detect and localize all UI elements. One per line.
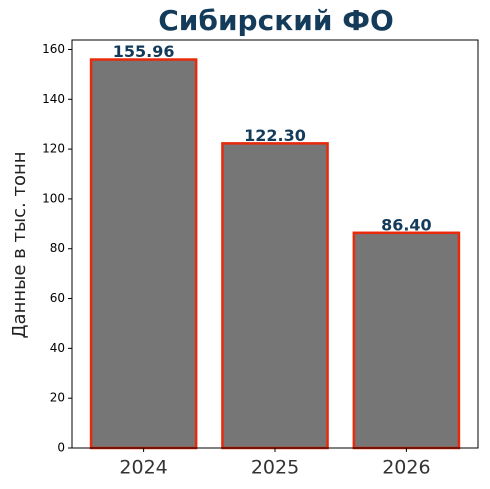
x-tick-label: 2025: [251, 457, 299, 479]
y-tick-label: 100: [42, 191, 65, 205]
x-tick-label: 2024: [119, 457, 167, 479]
y-tick-label: 20: [50, 391, 65, 405]
y-tick-label: 40: [50, 341, 65, 355]
y-tick-label: 120: [42, 142, 65, 156]
value-label: 155.96: [113, 42, 175, 61]
chart-title: Сибирский ФО: [158, 4, 394, 37]
y-tick-label: 80: [50, 241, 65, 255]
plot-frame: [71, 39, 479, 449]
y-tick-label: 60: [50, 291, 65, 305]
bar: [221, 142, 329, 450]
bar: [89, 58, 198, 450]
y-axis-label: Данные в тыс. тонн: [9, 151, 30, 338]
value-label: 122.30: [244, 126, 306, 145]
y-tick-label: 140: [42, 92, 65, 106]
value-label: 86.40: [381, 215, 432, 234]
y-tick-label: 0: [57, 441, 65, 455]
x-tick-label: 2026: [382, 457, 430, 479]
y-tick-label: 160: [42, 42, 65, 56]
bar: [352, 231, 461, 450]
